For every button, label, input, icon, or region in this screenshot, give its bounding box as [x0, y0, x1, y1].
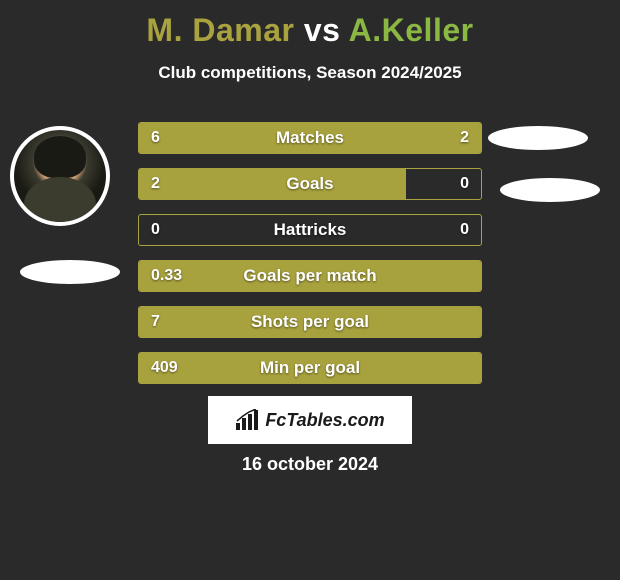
stat-label: Matches — [139, 123, 481, 153]
brand-text: FcTables.com — [265, 410, 384, 431]
stat-label: Hattricks — [139, 215, 481, 245]
stat-row: 62Matches — [138, 122, 482, 154]
player1-name-placeholder — [20, 260, 120, 284]
subtitle: Club competitions, Season 2024/2025 — [0, 63, 620, 83]
stat-label: Min per goal — [139, 353, 481, 383]
player2-name: A.Keller — [349, 12, 474, 48]
date-text: 16 october 2024 — [0, 454, 620, 475]
stat-label: Shots per goal — [139, 307, 481, 337]
stat-label: Goals — [139, 169, 481, 199]
stat-row: 7Shots per goal — [138, 306, 482, 338]
stat-row: 0.33Goals per match — [138, 260, 482, 292]
stat-label: Goals per match — [139, 261, 481, 291]
comparison-title: M. Damar vs A.Keller — [0, 0, 620, 49]
stat-row: 409Min per goal — [138, 352, 482, 384]
player2-avatar-placeholder — [488, 126, 588, 150]
player2-name-placeholder — [500, 178, 600, 202]
player1-name: M. Damar — [146, 12, 294, 48]
stat-row: 20Goals — [138, 168, 482, 200]
vs-text: vs — [304, 12, 341, 48]
brand-box: FcTables.com — [208, 396, 412, 444]
stats-bars: 62Matches 20Goals 00Hattricks 0.33Goals per… — [138, 122, 482, 398]
brand-chart-icon — [235, 409, 259, 431]
player1-avatar — [10, 126, 110, 226]
stat-row: 00Hattricks — [138, 214, 482, 246]
